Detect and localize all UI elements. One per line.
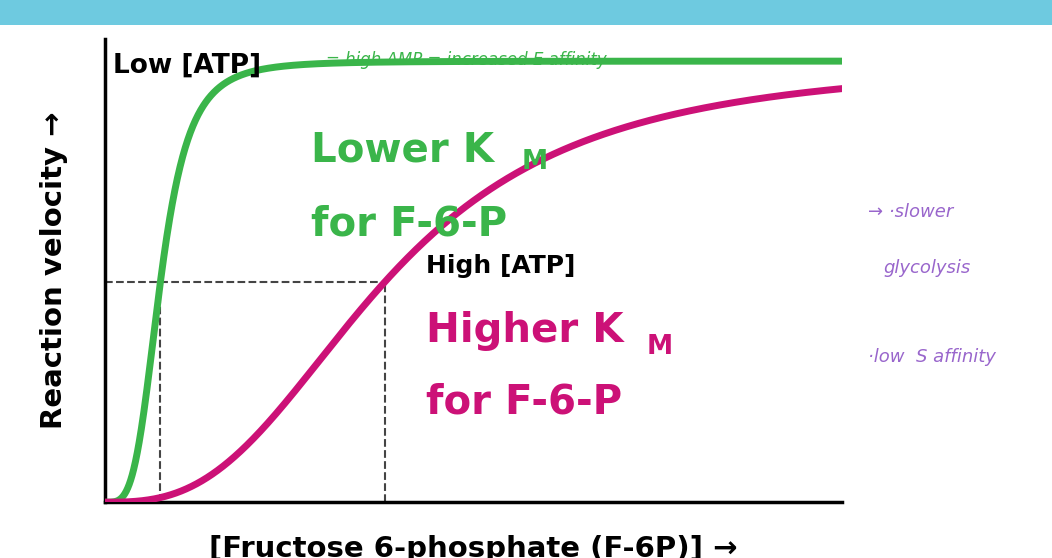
Text: Lower K: Lower K bbox=[311, 130, 494, 170]
Text: Higher K: Higher K bbox=[425, 311, 623, 351]
Text: ·low  S affinity: ·low S affinity bbox=[868, 348, 996, 366]
Text: for F-6-P: for F-6-P bbox=[311, 204, 507, 244]
Text: → ·slower: → ·slower bbox=[868, 203, 953, 221]
Text: glycolysis: glycolysis bbox=[884, 259, 971, 277]
Text: High [ATP]: High [ATP] bbox=[425, 253, 574, 277]
Text: Reaction velocity →: Reaction velocity → bbox=[40, 112, 67, 429]
Text: M: M bbox=[646, 334, 672, 360]
Text: Low [ATP]: Low [ATP] bbox=[113, 53, 261, 79]
Text: = high AMP = increased E affinity: = high AMP = increased E affinity bbox=[326, 51, 607, 69]
Text: [Fructose 6-phosphate (F-6P)] →: [Fructose 6-phosphate (F-6P)] → bbox=[209, 535, 737, 558]
Text: M: M bbox=[521, 149, 547, 175]
Text: for F-6-P: for F-6-P bbox=[425, 383, 622, 422]
